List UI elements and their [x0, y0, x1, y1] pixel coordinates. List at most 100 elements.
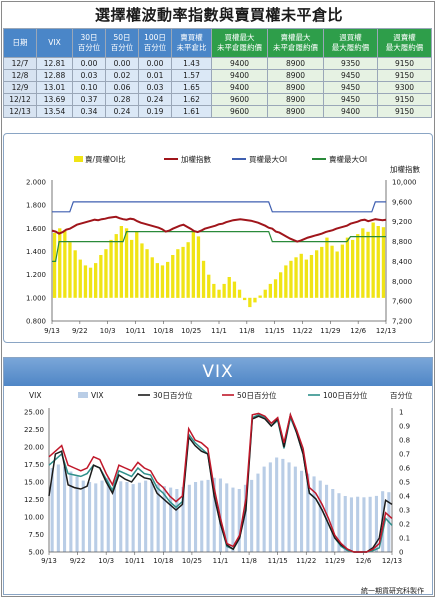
- x-tick-label: 11/1: [211, 327, 227, 335]
- x-tick-label: 9/13: [41, 557, 57, 565]
- x-tick-label: 9/22: [70, 557, 86, 565]
- oi-ratio-bar: [94, 263, 98, 298]
- oi-ratio-bar: [315, 250, 319, 298]
- x-tick-label: 9/13: [44, 327, 60, 335]
- table-cell: 9150: [377, 93, 432, 106]
- table-cell: 9350: [323, 57, 378, 70]
- y-right-tick-label: 0.1: [399, 535, 410, 543]
- oi-ratio-bar: [376, 226, 380, 298]
- legend-label: 加權指數: [181, 154, 211, 164]
- y-right-tick-label: 7,200: [392, 318, 412, 326]
- vix-bar: [343, 496, 347, 552]
- oi-ratio-bar: [253, 297, 257, 303]
- oi-ratio-bar: [78, 259, 82, 298]
- vix-bar: [356, 496, 360, 552]
- x-tick-label: 9/22: [72, 327, 88, 335]
- vix-bar: [112, 479, 116, 552]
- table-cell: 0.34: [72, 105, 106, 118]
- legend-label: 100日百分位: [323, 390, 368, 400]
- vix-bar: [125, 482, 129, 552]
- oi-ratio-bar: [227, 277, 231, 298]
- oi-ratio-bar: [351, 239, 355, 298]
- table-cell: 0.10: [72, 81, 106, 94]
- y-right-tick-label: 0.3: [399, 507, 410, 515]
- x-tick-label: 10/3: [98, 557, 114, 565]
- table-cell: 8900: [267, 81, 324, 94]
- x-tick-label: 11/22: [292, 327, 312, 335]
- table-cell: 9150: [377, 69, 432, 82]
- vix-bar: [300, 470, 304, 552]
- oi-ratio-bar: [99, 255, 103, 298]
- oi-ratio-bar: [371, 222, 375, 298]
- oi-ratio-bar: [52, 233, 57, 298]
- vix-bar: [225, 483, 229, 552]
- table-row: 12/9 13.01 0.10 0.06 0.03 1.65 9400 8900 9450 930…: [3, 81, 432, 94]
- table-cell: 9150: [377, 57, 432, 70]
- y-right-tick-label: 10,000: [392, 179, 417, 187]
- vix-bar: [275, 457, 279, 552]
- y-right-tick-label: 0.2: [399, 521, 410, 529]
- x-tick-label: 12/6: [356, 557, 372, 565]
- vix-chart: VIX 30日百分位 50日百分位 100日百分位 VIX 百分位 5.00 7.50 10.0…: [24, 390, 413, 565]
- oi-ratio-bar: [73, 250, 77, 298]
- vix-bar: [169, 487, 173, 552]
- vix-bar: [156, 484, 160, 552]
- y-right-axis-label: 百分位: [390, 390, 413, 400]
- table-header-cell: 賣權最大 未平倉履約價: [267, 28, 324, 58]
- oi-ratio-bar: [294, 257, 298, 298]
- y-left-tick-label: 1.000: [26, 294, 46, 302]
- table-cell: 9450: [323, 93, 378, 106]
- vix-bar: [194, 482, 198, 552]
- table-header-cell: 日期: [3, 28, 37, 58]
- oi-ratio-chart: 賣/買權OI比 加權指數 買權最大OI 賣權最大OI加權指數0.8001.0001.2…: [26, 154, 421, 335]
- oi-ratio-bar: [248, 297, 252, 308]
- y-left-axis-label: VIX: [29, 391, 41, 400]
- oi-ratio-bar: [145, 249, 149, 298]
- vix-bar: [88, 482, 92, 552]
- y-left-tick-label: 7.50: [28, 531, 44, 539]
- vix-bar: [50, 468, 54, 552]
- oi-ratio-bar: [217, 289, 221, 298]
- oi-ratio-bar: [88, 267, 93, 298]
- vix-bar: [181, 486, 185, 552]
- y-right-axis-label: 加權指數: [390, 164, 420, 174]
- y-left-tick-label: 1.400: [26, 248, 46, 256]
- oi-ratio-bar: [140, 243, 144, 298]
- vix-bar: [187, 484, 191, 552]
- table-cell: 0.02: [105, 69, 139, 82]
- vix-bar: [306, 473, 310, 552]
- table-cell: 1.62: [171, 93, 212, 106]
- table-cell: 8900: [267, 93, 324, 106]
- oi-ratio-bar: [130, 239, 134, 298]
- oi-ratio-bar: [263, 289, 267, 298]
- oi-ratio-bar: [325, 237, 329, 298]
- table-cell: 9400: [211, 57, 268, 70]
- oi-ratio-bar: [104, 249, 108, 298]
- x-tick-label: 10/18: [153, 327, 173, 335]
- y-right-tick-label: 8,400: [392, 258, 412, 266]
- table-cell: 13.69: [36, 93, 73, 106]
- table-cell: 9400: [211, 81, 268, 94]
- table-cell: 0.06: [105, 81, 139, 94]
- x-tick-label: 11/8: [239, 327, 255, 335]
- table-row: 12/12 13.69 0.37 0.28 0.24 1.62 9600 8900 9450 91…: [3, 93, 432, 106]
- oi-ratio-bar: [304, 259, 308, 298]
- table-cell: 13.54: [36, 105, 73, 118]
- table-cell: 0.01: [138, 69, 172, 82]
- table-cell: 0.00: [72, 57, 106, 70]
- y-right-tick-label: 9,200: [392, 218, 412, 226]
- table-cell: 0.24: [138, 93, 172, 106]
- taiex-line: [51, 215, 387, 243]
- table-cell: 0.19: [138, 105, 172, 118]
- vix-bar: [162, 486, 166, 552]
- oi-ratio-bar: [258, 295, 262, 298]
- y-right-tick-label: 1: [399, 409, 403, 417]
- x-tick-label: 12/13: [382, 557, 402, 565]
- oi-ratio-chart-panel: 賣/買權OI比 加權指數 買權最大OI 賣權最大OI 加權指數 0.800 1.000 1.2…: [3, 133, 433, 343]
- vix-bar: [250, 479, 254, 552]
- vix-bar: [119, 481, 123, 552]
- table-header-cell: 週買權 最大履約價: [323, 28, 378, 58]
- oi-ratio-bar: [83, 265, 88, 298]
- footer-credit: 統一期貨研究科製作: [361, 587, 424, 595]
- oi-ratio-bar: [135, 231, 139, 298]
